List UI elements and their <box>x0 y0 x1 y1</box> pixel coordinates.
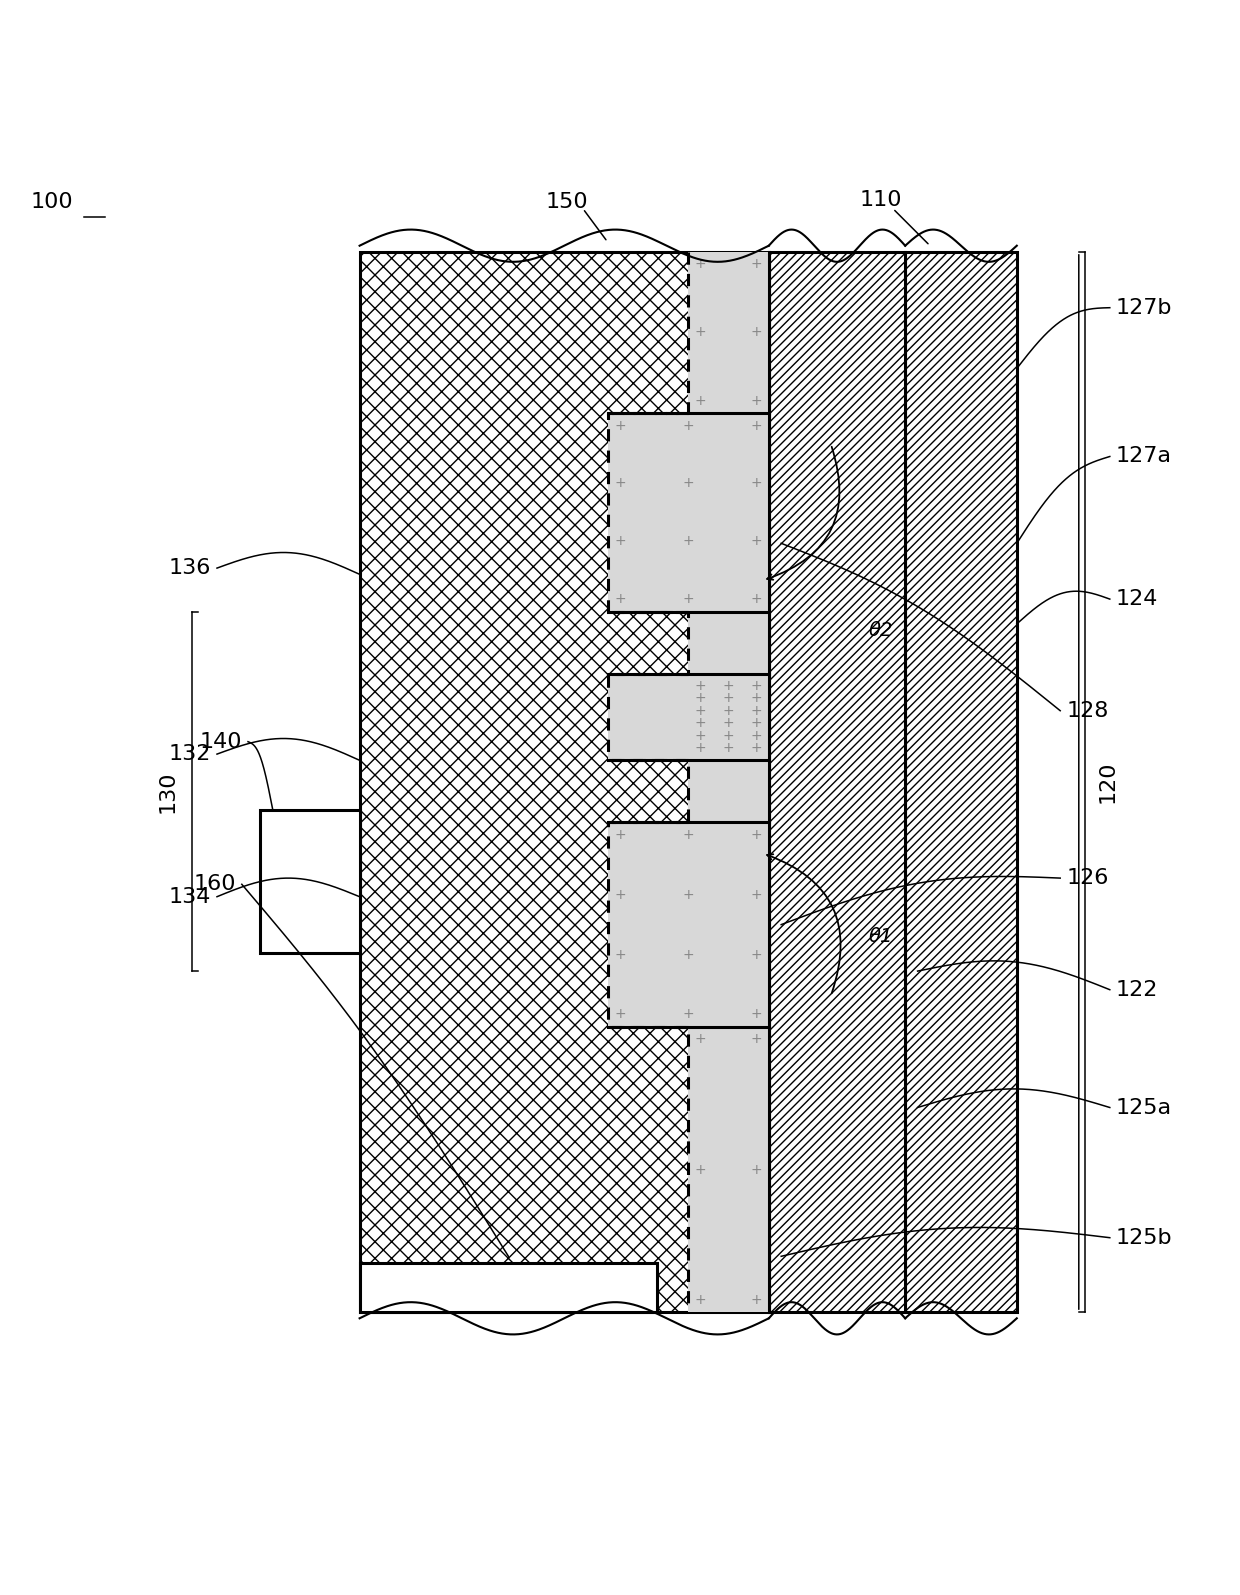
Text: +: + <box>723 729 734 743</box>
Text: +: + <box>694 742 707 754</box>
Text: 110: 110 <box>859 190 901 211</box>
Text: 125a: 125a <box>1116 1097 1172 1118</box>
Text: +: + <box>694 1163 707 1177</box>
Text: 124: 124 <box>1116 589 1158 609</box>
Text: 136: 136 <box>169 558 211 577</box>
Text: 132: 132 <box>169 745 211 764</box>
Text: 120: 120 <box>1097 761 1117 804</box>
Text: +: + <box>694 691 707 705</box>
Text: +: + <box>614 418 626 432</box>
Text: 160: 160 <box>193 874 236 895</box>
Text: +: + <box>750 828 763 842</box>
Text: 125b: 125b <box>1116 1228 1173 1247</box>
Text: +: + <box>614 947 626 962</box>
Text: +: + <box>682 888 694 901</box>
Text: +: + <box>694 703 707 718</box>
Text: +: + <box>694 257 707 271</box>
Text: +: + <box>614 592 626 606</box>
Text: +: + <box>750 888 763 901</box>
Text: +: + <box>682 592 694 606</box>
Text: +: + <box>750 729 763 743</box>
Text: +: + <box>750 418 763 432</box>
Text: +: + <box>750 1163 763 1177</box>
Text: +: + <box>614 888 626 901</box>
Text: +: + <box>682 1008 694 1021</box>
Text: 122: 122 <box>1116 979 1158 1000</box>
Text: +: + <box>682 418 694 432</box>
Text: +: + <box>750 691 763 705</box>
Text: +: + <box>682 947 694 962</box>
Text: +: + <box>682 534 694 549</box>
Text: +: + <box>614 828 626 842</box>
Text: 126: 126 <box>1066 868 1109 888</box>
Text: +: + <box>694 1032 707 1046</box>
Polygon shape <box>905 252 1017 1313</box>
Text: $\theta$1: $\theta$1 <box>868 928 892 946</box>
Text: +: + <box>694 325 707 340</box>
Text: +: + <box>694 679 707 692</box>
Text: +: + <box>682 828 694 842</box>
Polygon shape <box>360 1263 657 1313</box>
Text: +: + <box>750 534 763 549</box>
Text: +: + <box>750 716 763 731</box>
Text: +: + <box>750 1008 763 1021</box>
Text: 140: 140 <box>200 732 242 751</box>
Text: +: + <box>682 477 694 490</box>
Polygon shape <box>360 252 769 1313</box>
Text: +: + <box>694 1292 707 1306</box>
Text: +: + <box>723 716 734 731</box>
Text: $\theta$2: $\theta$2 <box>868 620 893 640</box>
Text: +: + <box>723 703 734 718</box>
Text: +: + <box>750 592 763 606</box>
Text: +: + <box>750 477 763 490</box>
Text: 130: 130 <box>157 770 177 812</box>
Text: +: + <box>694 394 707 408</box>
Text: 128: 128 <box>1066 700 1109 721</box>
Text: 100: 100 <box>31 193 73 212</box>
Text: +: + <box>750 257 763 271</box>
Text: +: + <box>723 742 734 754</box>
Polygon shape <box>608 252 769 1313</box>
Text: 134: 134 <box>169 887 211 906</box>
Text: +: + <box>723 691 734 705</box>
Text: +: + <box>750 394 763 408</box>
Text: +: + <box>694 729 707 743</box>
Text: +: + <box>750 742 763 754</box>
Text: +: + <box>614 534 626 549</box>
Text: +: + <box>750 703 763 718</box>
Text: +: + <box>750 1032 763 1046</box>
Text: +: + <box>750 947 763 962</box>
Text: +: + <box>723 679 734 692</box>
Text: +: + <box>750 679 763 692</box>
Text: +: + <box>694 716 707 731</box>
Text: +: + <box>614 477 626 490</box>
Polygon shape <box>769 252 905 1313</box>
Text: 127a: 127a <box>1116 447 1172 466</box>
Text: +: + <box>614 1008 626 1021</box>
Polygon shape <box>260 810 360 952</box>
Text: 150: 150 <box>546 193 588 212</box>
Text: +: + <box>750 325 763 340</box>
Text: 127b: 127b <box>1116 298 1173 317</box>
Text: +: + <box>750 1292 763 1306</box>
